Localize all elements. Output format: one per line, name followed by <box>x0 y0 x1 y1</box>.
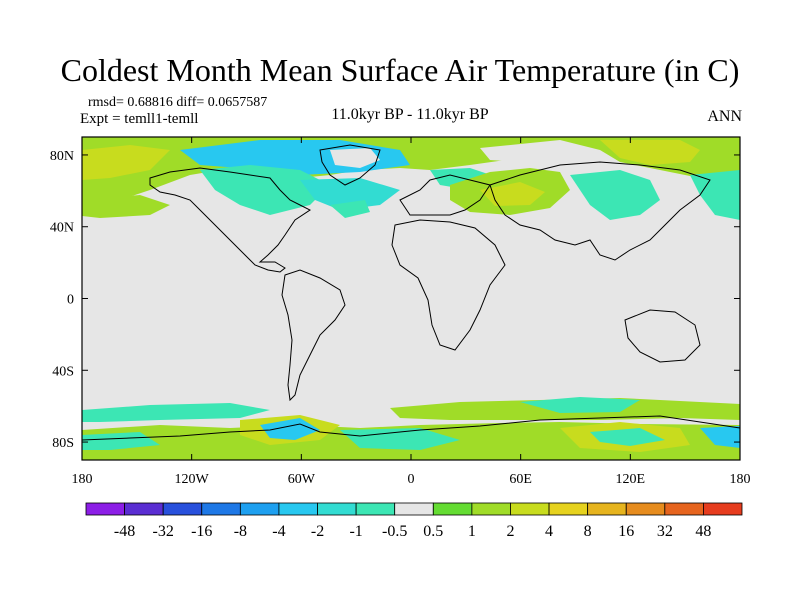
colorbar-swatch <box>201 502 241 516</box>
colorbar-swatch <box>471 502 511 516</box>
anomaly-patch <box>330 148 380 168</box>
colorbar-label: -32 <box>153 523 174 540</box>
coastline <box>624 309 701 363</box>
lat-tick-label: 40S <box>52 364 74 379</box>
lon-tick-label: 180 <box>730 472 751 487</box>
period-label: 11.0kyr BP - 11.0kyr BP <box>331 106 489 123</box>
colorbar-swatch <box>625 502 666 516</box>
lat-tick-label: 80S <box>52 436 74 451</box>
lon-tick-label: 120W <box>175 472 210 487</box>
coastline <box>82 415 740 441</box>
anomaly-patch <box>520 397 640 413</box>
anomaly-patch <box>570 170 660 220</box>
colorbar-swatch <box>394 502 434 516</box>
colorbar-label: 4 <box>545 523 553 540</box>
anomaly-patch <box>260 418 320 440</box>
experiment-label: Expt = temll1-temll <box>80 111 199 127</box>
anomaly-patch <box>200 165 330 215</box>
anomaly-patch <box>82 195 170 218</box>
colorbar-swatch <box>85 502 125 516</box>
colorbar-swatch <box>239 502 280 516</box>
lat-axis: 80N 40N 0 40S 80S <box>50 149 740 451</box>
colorbar-swatch <box>548 502 589 516</box>
anomaly-patch <box>82 403 270 422</box>
anomaly-patch <box>700 426 740 448</box>
lat-tick-label: 0 <box>67 293 74 308</box>
coastline <box>149 167 311 273</box>
colorbar-label: 2 <box>506 523 514 540</box>
colorbar-label: 8 <box>584 523 592 540</box>
coastline <box>489 161 711 261</box>
colorbar-swatch <box>432 502 473 516</box>
coastline <box>399 174 491 216</box>
anomaly-patch <box>480 182 545 206</box>
anomaly-patch <box>600 140 700 165</box>
colorbar-label: 1 <box>468 523 476 540</box>
colorbar-label: 0.5 <box>423 523 443 540</box>
colorbar-swatch <box>355 502 396 516</box>
anomaly-patch <box>82 145 170 180</box>
anomaly-patch <box>82 432 160 450</box>
anomaly-patch <box>480 140 600 162</box>
colorbar-swatch <box>510 502 550 516</box>
anomaly-field <box>82 137 740 460</box>
anomaly-patch <box>300 178 400 210</box>
colorbar-label: -1 <box>349 523 362 540</box>
lon-tick-label: 0 <box>408 472 415 487</box>
stats-text: rmsd= 0.68816 diff= 0.0657587 <box>88 95 268 110</box>
anomaly-patch <box>690 170 740 220</box>
coastlines <box>82 144 740 441</box>
lon-tick-label: 60W <box>288 472 316 487</box>
lat-tick-label: 80N <box>50 149 74 164</box>
colorbar-swatch <box>162 502 203 516</box>
colorbar-label: -16 <box>191 523 212 540</box>
lon-axis: 180 120W 60W 0 60E 120E 180 <box>72 137 751 487</box>
coastline <box>391 219 506 351</box>
colorbar-label: 32 <box>657 523 673 540</box>
colorbar: -48 -32 -16 -8 -4 -2 -1 -0.5 0.5 1 2 4 8 16 32 48 <box>85 502 743 540</box>
lat-tick-label: 40N <box>50 221 74 236</box>
anomaly-patch <box>590 428 665 446</box>
colorbar-swatch <box>664 502 704 516</box>
colorbar-swatch <box>703 502 743 516</box>
coastline <box>281 269 346 402</box>
season-label: ANN <box>707 108 742 125</box>
coastline <box>319 144 381 186</box>
lon-tick-label: 120E <box>616 472 646 487</box>
colorbar-label: -48 <box>114 523 135 540</box>
colorbar-label: -0.5 <box>382 523 407 540</box>
anomaly-patch <box>330 200 370 218</box>
colorbar-label: 16 <box>618 523 634 540</box>
colorbar-label: -2 <box>311 523 324 540</box>
anomaly-patch <box>340 428 460 450</box>
colorbar-label: -4 <box>272 523 285 540</box>
plot-title: Coldest Month Mean Surface Air Temperatu… <box>60 52 740 88</box>
lon-tick-label: 60E <box>509 472 532 487</box>
colorbar-label: 48 <box>695 523 711 540</box>
colorbar-swatch <box>278 502 318 516</box>
colorbar-swatch <box>124 502 164 516</box>
colorbar-swatch <box>317 502 357 516</box>
colorbar-swatch <box>587 502 627 516</box>
lon-tick-label: 180 <box>72 472 93 487</box>
colorbar-label: -8 <box>234 523 247 540</box>
